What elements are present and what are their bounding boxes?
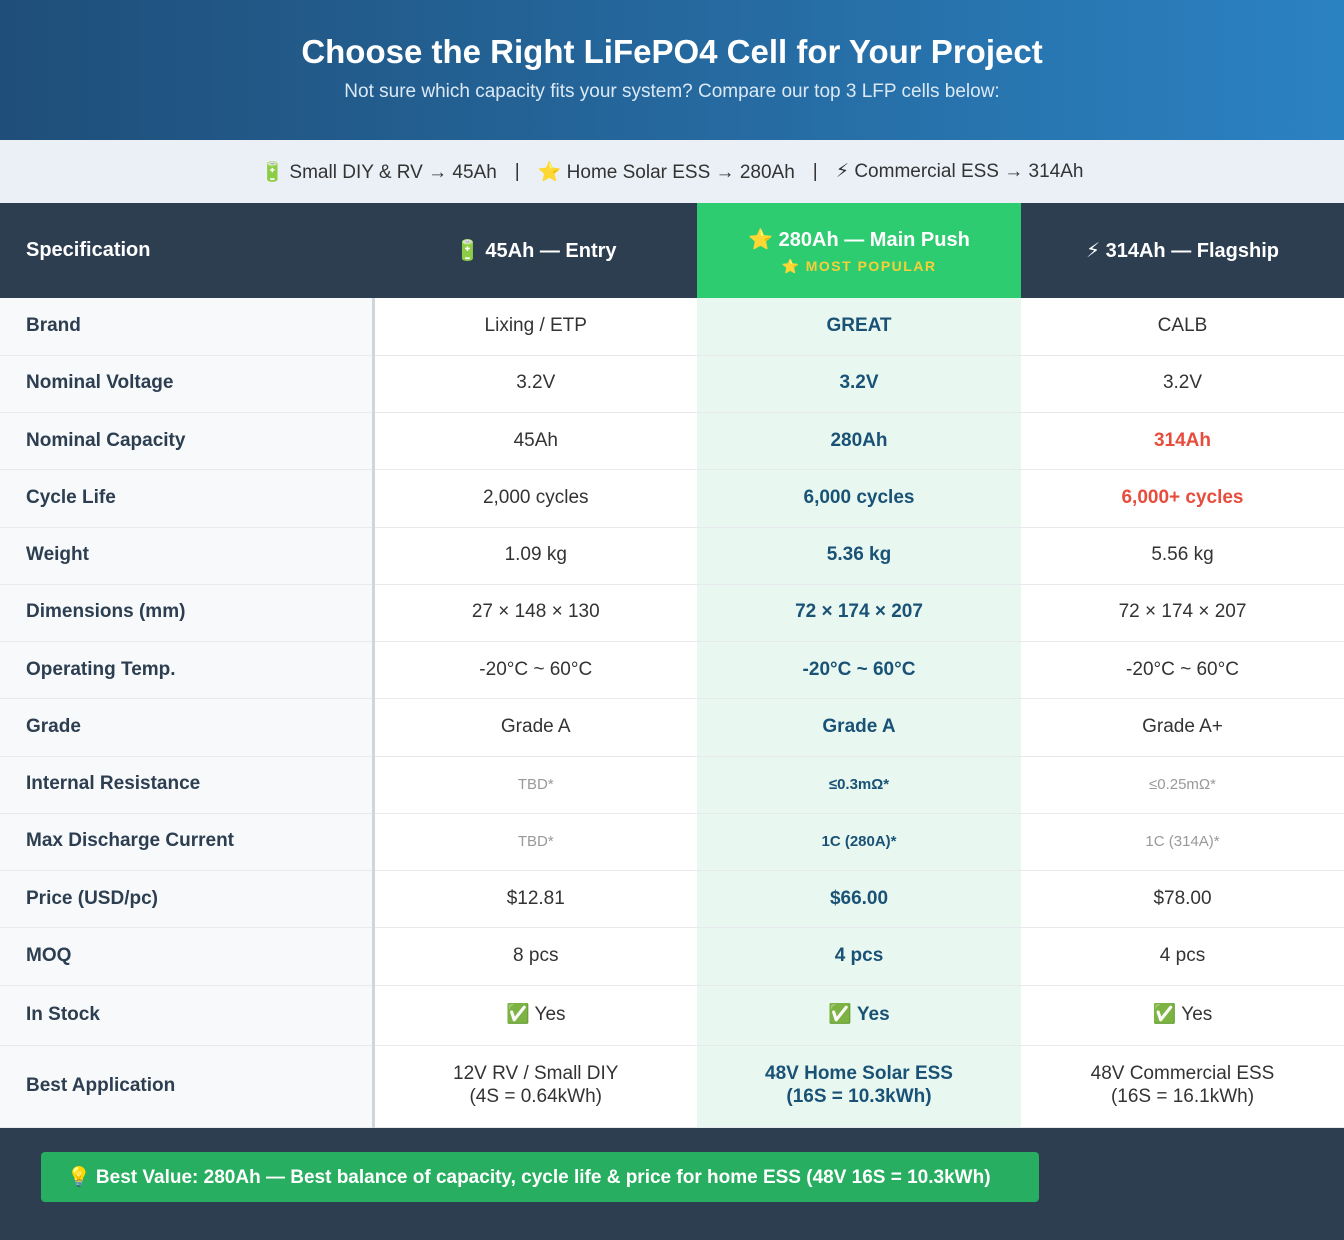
- cell: 8 pcs: [373, 927, 697, 986]
- column-badge: ⭐ MOST POPULAR: [781, 257, 937, 274]
- column-label: 🔋 45Ah — Entry: [454, 240, 617, 262]
- cell: ≤0.25mΩ*: [1021, 756, 1344, 814]
- cell: 45Ah: [373, 412, 697, 471]
- cell: 72 × 174 × 207: [1021, 584, 1344, 643]
- cell: CALB: [1021, 298, 1344, 356]
- table-row: Cycle Life 2,000 cycles 6,000 cycles 6,000+…: [0, 469, 1344, 528]
- cell: 48V Commercial ESS (16S = 16.1kWh): [1021, 1045, 1344, 1128]
- table-row: Best Application 12V RV / Small DIY (4S =…: [0, 1045, 1344, 1128]
- cell: 4 pcs: [697, 927, 1021, 986]
- row-label: Price (USD/pc): [0, 870, 375, 929]
- table-row: Nominal Capacity 45Ah 280Ah 314Ah: [0, 412, 1344, 471]
- cell: 2,000 cycles: [373, 469, 697, 528]
- cell: 48V Home Solar ESS (16S = 10.3kWh): [697, 1045, 1021, 1128]
- cell: ≤0.3mΩ*: [697, 756, 1021, 814]
- row-label: Nominal Capacity: [0, 412, 375, 471]
- column-header: ⭐ 280Ah — Main Push ⭐ MOST POPULAR: [697, 203, 1021, 298]
- cell: -20°C ~ 60°C: [1021, 641, 1344, 700]
- cell: 3.2V: [1021, 355, 1344, 414]
- cell: 1.09 kg: [373, 527, 697, 585]
- row-label: In Stock: [0, 985, 375, 1046]
- column-header: Specification: [0, 203, 375, 298]
- cell: 27 × 148 × 130: [373, 584, 697, 643]
- table-row: Dimensions (mm) 27 × 148 × 130 72 × 174 × …: [0, 584, 1344, 643]
- cell: Grade A+: [1021, 698, 1344, 757]
- guide-item: ⚡ Commercial ESS → 314Ah: [835, 161, 1084, 182]
- comparison-table: Specification 🔋 45Ah — Entry ⭐ 280Ah — Mai…: [0, 203, 1344, 1128]
- cell: Grade A: [697, 698, 1021, 757]
- cell: 280Ah: [697, 412, 1021, 471]
- table-row: Internal Resistance TBD* ≤0.3mΩ* ≤0.25mΩ*: [0, 756, 1344, 814]
- cell: -20°C ~ 60°C: [373, 641, 697, 700]
- table-row: Weight 1.09 kg 5.36 kg 5.56 kg: [0, 527, 1344, 585]
- row-label: Operating Temp.: [0, 641, 375, 700]
- guide-bar: 🔋 Small DIY & RV → 45Ah | ⭐ Home Solar E…: [0, 140, 1344, 203]
- cell: 72 × 174 × 207: [697, 584, 1021, 643]
- table-row: Operating Temp. -20°C ~ 60°C -20°C ~ 60°C -…: [0, 641, 1344, 700]
- column-header: ⚡ 314Ah — Flagship: [1021, 203, 1344, 298]
- cell: Lixing / ETP: [373, 298, 697, 356]
- column-label: ⭐ 280Ah — Main Push: [748, 228, 970, 251]
- row-label: Brand: [0, 298, 375, 356]
- separator: |: [812, 160, 818, 182]
- cell: $66.00: [697, 870, 1021, 929]
- table-row: Price (USD/pc) $12.81 $66.00 $78.00: [0, 870, 1344, 929]
- separator: |: [514, 160, 520, 182]
- cell: 1C (280A)*: [697, 813, 1021, 872]
- row-label: MOQ: [0, 927, 375, 986]
- best-value-note: 💡 Best Value: 280Ah — Best balance of ca…: [41, 1151, 1039, 1202]
- cell: Grade A: [373, 698, 697, 757]
- cell: -20°C ~ 60°C: [697, 641, 1021, 700]
- cell: 6,000+ cycles: [1021, 469, 1344, 528]
- cell: 6,000 cycles: [697, 469, 1021, 528]
- guide-item: 🔋 Small DIY & RV → 45Ah: [260, 161, 497, 183]
- table-row: MOQ 8 pcs 4 pcs 4 pcs: [0, 927, 1344, 986]
- cell: 3.2V: [697, 355, 1021, 414]
- cell: 1C (314A)*: [1021, 813, 1344, 872]
- column-label: ⚡ 314Ah — Flagship: [1086, 240, 1279, 262]
- cell: $78.00: [1021, 870, 1344, 929]
- cell: TBD*: [373, 756, 697, 814]
- cell: 314Ah: [1021, 412, 1344, 471]
- table-row: In Stock ✅ Yes ✅ Yes ✅ Yes: [0, 985, 1344, 1046]
- cell: TBD*: [373, 813, 697, 872]
- cell: GREAT: [697, 298, 1021, 356]
- cell: 3.2V: [373, 355, 697, 414]
- table-row: Brand Lixing / ETP GREAT CALB: [0, 298, 1344, 356]
- table-row: Grade Grade A Grade A Grade A+: [0, 698, 1344, 757]
- guide-item: ⭐ Home Solar ESS → 280Ah: [537, 161, 795, 183]
- cell: $12.81: [373, 870, 697, 929]
- table-row: Max Discharge Current TBD* 1C (280A)* 1C (3…: [0, 813, 1344, 872]
- cell: ✅ Yes: [1021, 985, 1344, 1046]
- footer: 💡 Best Value: 280Ah — Best balance of ca…: [0, 1127, 1344, 1240]
- row-label: Grade: [0, 698, 375, 757]
- row-label: Max Discharge Current: [0, 813, 375, 872]
- cell: ✅ Yes: [373, 985, 697, 1046]
- column-header: 🔋 45Ah — Entry: [373, 203, 697, 298]
- cell: 5.36 kg: [697, 527, 1021, 585]
- row-label: Nominal Voltage: [0, 355, 375, 414]
- header: Choose the Right LiFePO4 Cell for Your P…: [0, 0, 1344, 140]
- row-label: Weight: [0, 527, 375, 585]
- cell: 12V RV / Small DIY (4S = 0.64kWh): [373, 1045, 697, 1128]
- table-row: Nominal Voltage 3.2V 3.2V 3.2V: [0, 355, 1344, 414]
- subtitle: Not sure which capacity fits your system…: [344, 81, 1000, 102]
- cell: 5.56 kg: [1021, 527, 1344, 585]
- row-label: Internal Resistance: [0, 756, 375, 814]
- row-label: Dimensions (mm): [0, 584, 375, 643]
- column-label: Specification: [26, 239, 151, 261]
- row-label: Best Application: [0, 1045, 375, 1128]
- cell: ✅ Yes: [697, 985, 1021, 1046]
- title: Choose the Right LiFePO4 Cell for Your P…: [301, 33, 1043, 70]
- cell: 4 pcs: [1021, 927, 1344, 986]
- row-label: Cycle Life: [0, 469, 375, 528]
